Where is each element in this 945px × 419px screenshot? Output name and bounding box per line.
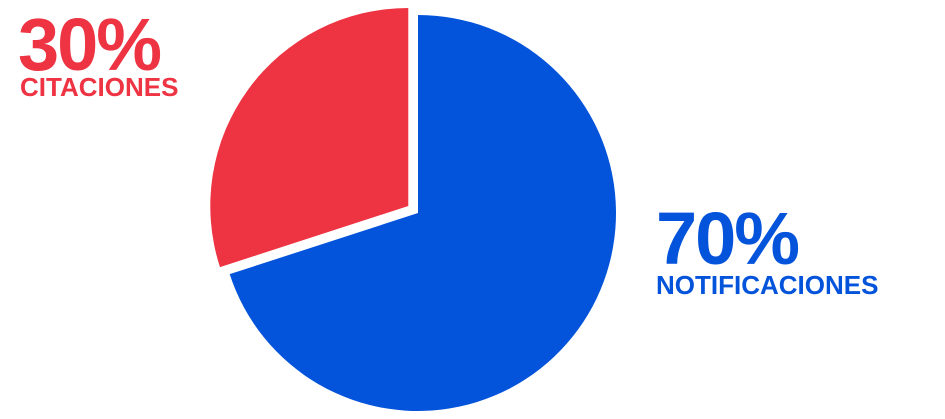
notificaciones-name-label: NOTIFICACIONES <box>656 270 879 300</box>
notificaciones-percent-label: 70% <box>656 197 800 280</box>
pie-slices <box>210 7 617 411</box>
citaciones-name-label: CITACIONES <box>20 72 179 102</box>
citaciones-percent-label: 30% <box>18 3 162 86</box>
pie-slice-citaciones <box>210 7 409 268</box>
pie-slice-notificaciones <box>229 15 617 411</box>
